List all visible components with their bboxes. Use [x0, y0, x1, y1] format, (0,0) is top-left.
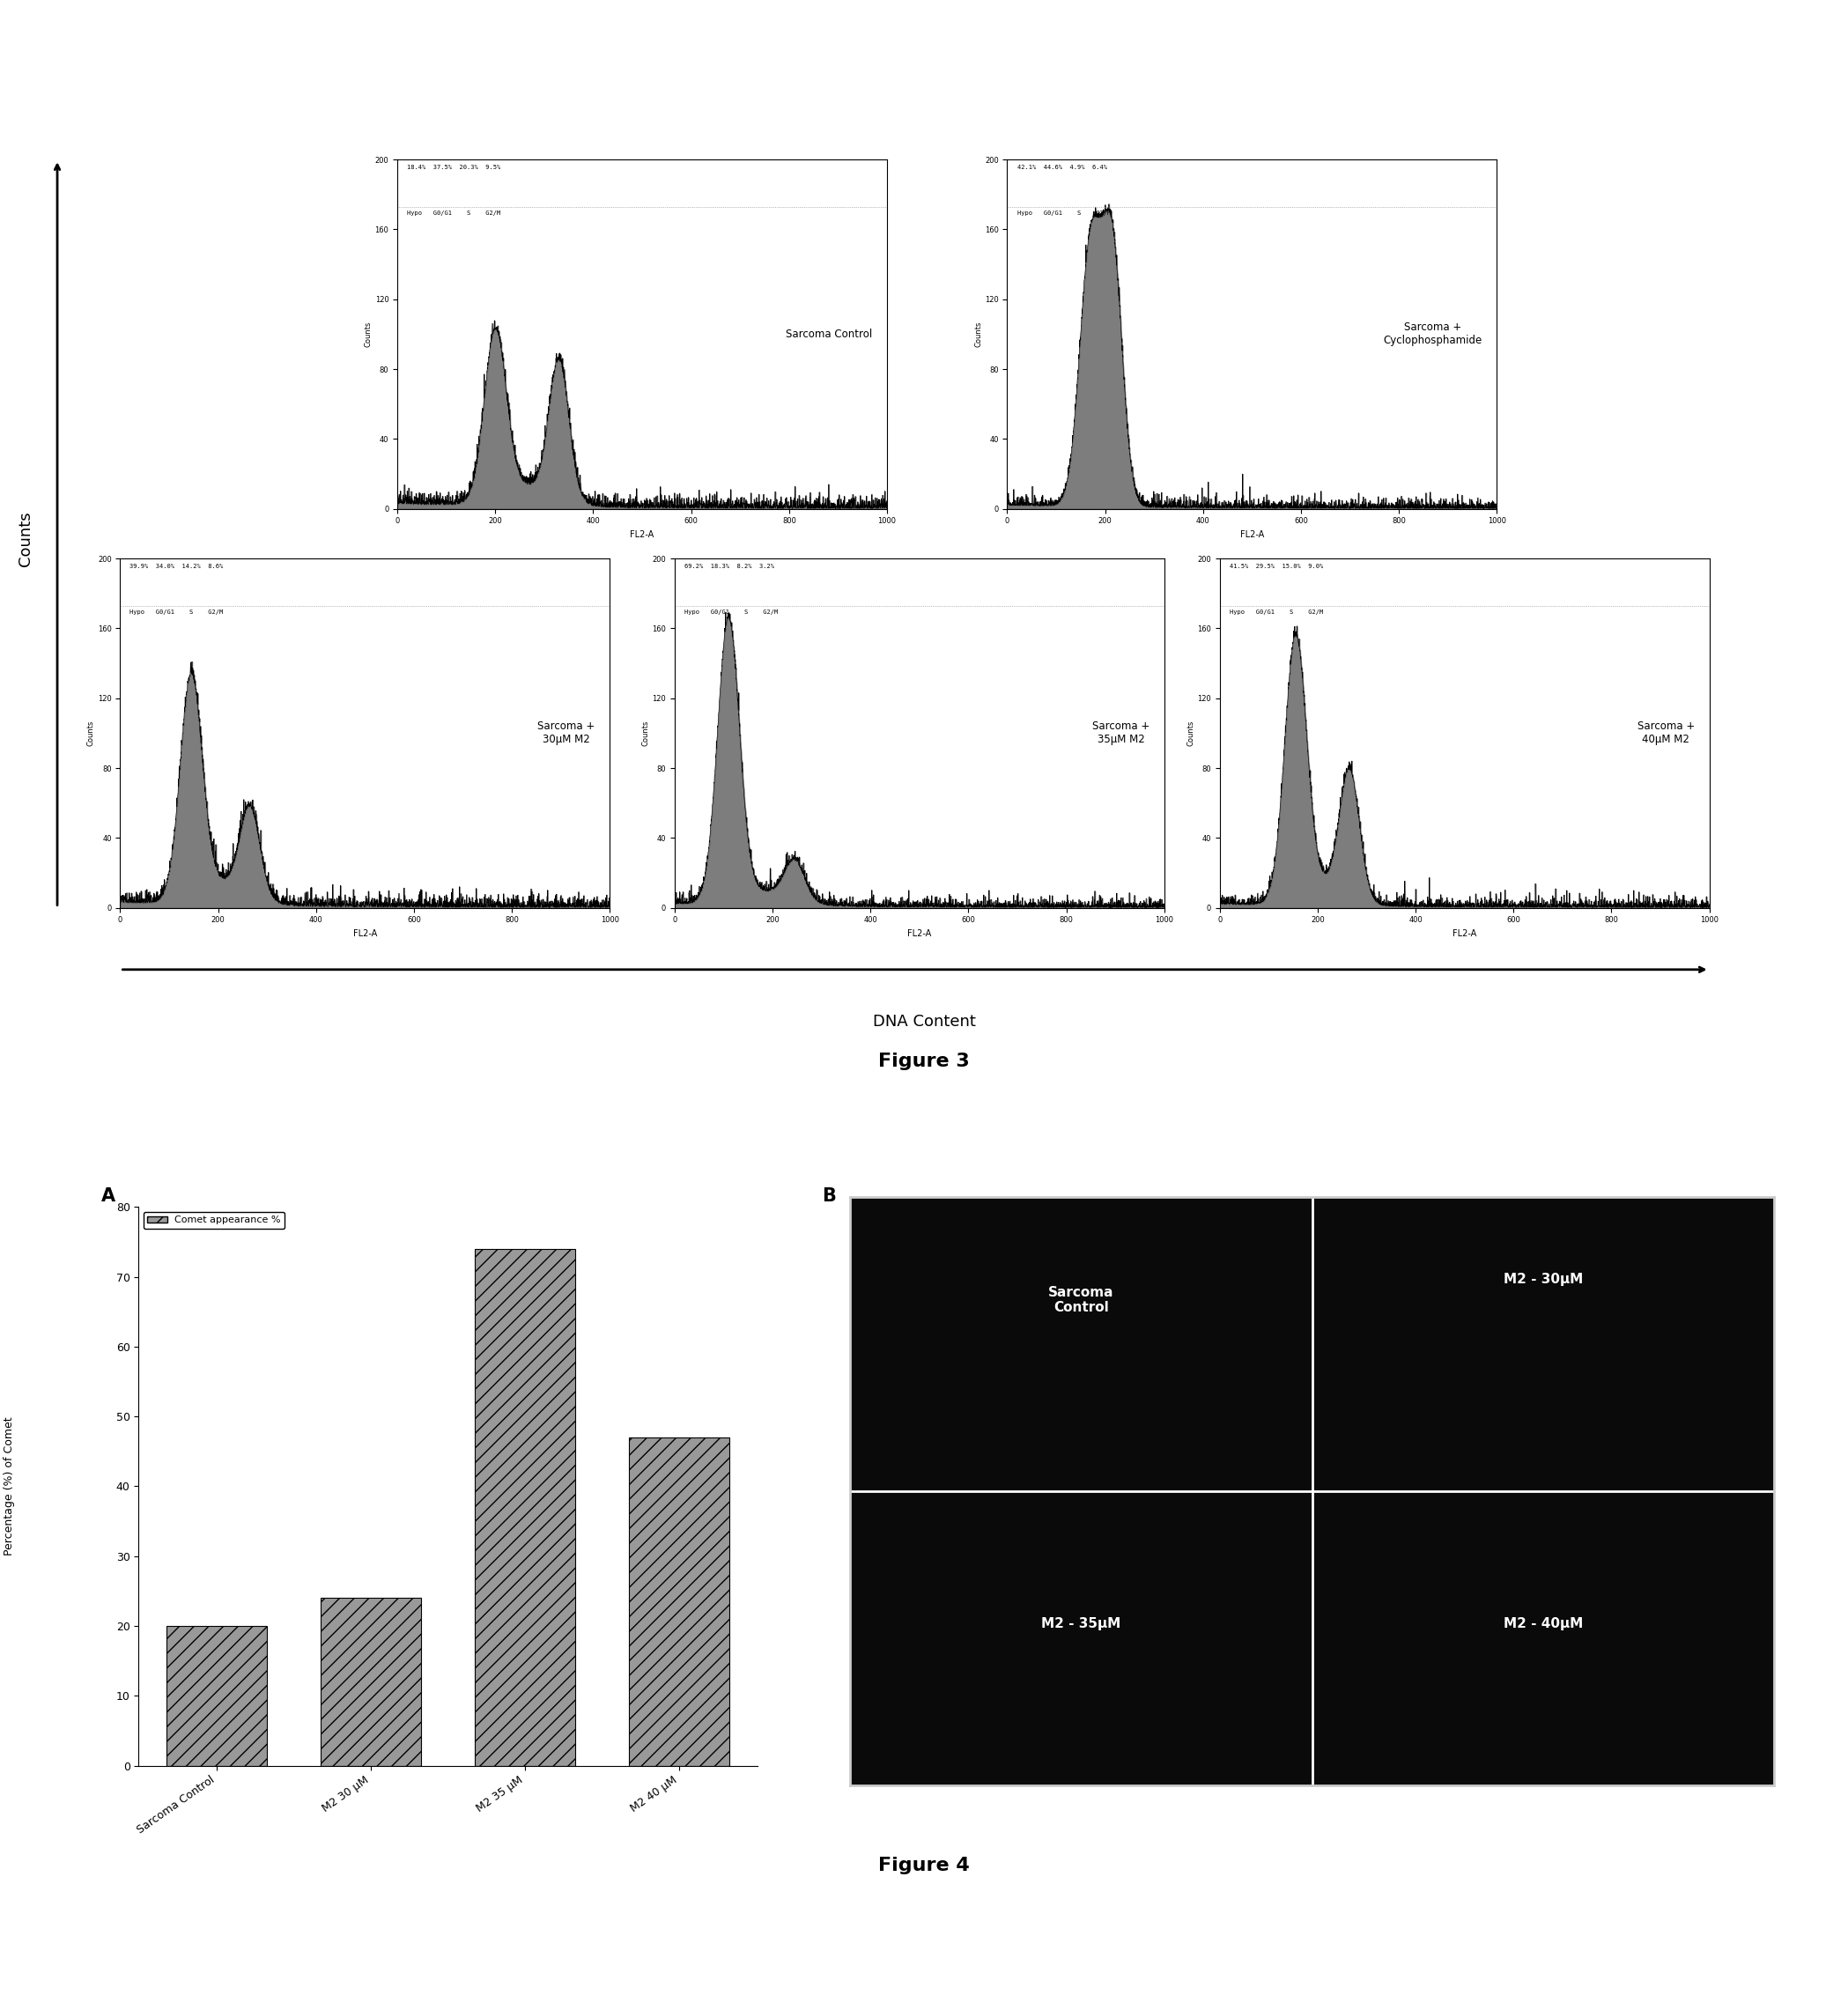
Y-axis label: Counts: Counts	[87, 720, 94, 746]
Text: 42.1%  44.6%  4.9%  6.4%: 42.1% 44.6% 4.9% 6.4%	[1016, 166, 1107, 170]
Y-axis label: Counts: Counts	[641, 720, 649, 746]
Text: Sarcoma Control: Sarcoma Control	[785, 329, 872, 339]
Text: Sarcoma
Control: Sarcoma Control	[1048, 1285, 1114, 1315]
Text: Figure 4: Figure 4	[878, 1857, 970, 1873]
Bar	[322, 1598, 421, 1766]
Text: Sarcoma +
Cyclophosphamide: Sarcoma + Cyclophosphamide	[1384, 321, 1482, 347]
Bar	[475, 1249, 575, 1766]
Text: Figure 3: Figure 3	[878, 1053, 970, 1069]
Text: Sarcoma +
30μM M2: Sarcoma + 30μM M2	[538, 720, 595, 746]
Text: B: B	[822, 1187, 837, 1205]
Text: Sarcoma +
35μM M2: Sarcoma + 35μM M2	[1092, 720, 1149, 746]
Text: M2 - 40μM: M2 - 40μM	[1502, 1618, 1584, 1630]
X-axis label: FL2-A: FL2-A	[353, 930, 377, 938]
Bar	[166, 1626, 266, 1766]
Text: 39.9%  34.0%  14.2%  8.6%: 39.9% 34.0% 14.2% 8.6%	[129, 565, 224, 569]
Y-axis label: Counts: Counts	[974, 321, 981, 347]
Text: Hypo   G0/G1    S    G2/M: Hypo G0/G1 S G2/M	[684, 608, 778, 614]
Legend: Comet appearance %: Comet appearance %	[144, 1211, 285, 1229]
Text: Hypo   G0/G1    S    G2/M: Hypo G0/G1 S G2/M	[129, 608, 224, 614]
Text: Counts: Counts	[18, 511, 33, 567]
Text: M2 - 30μM: M2 - 30μM	[1502, 1273, 1584, 1287]
Text: Sarcoma +
40μM M2: Sarcoma + 40μM M2	[1637, 720, 1695, 746]
Bar	[630, 1436, 730, 1766]
Text: Hypo   G0/G1    S    G2/M: Hypo G0/G1 S G2/M	[1229, 608, 1323, 614]
X-axis label: FL2-A: FL2-A	[907, 930, 931, 938]
Text: 41.5%  29.5%  15.0%  9.0%: 41.5% 29.5% 15.0% 9.0%	[1229, 565, 1323, 569]
Text: M2 - 35μM: M2 - 35μM	[1040, 1618, 1122, 1630]
Text: A: A	[102, 1187, 116, 1205]
Text: Hypo   G0/G1    S    G2/M: Hypo G0/G1 S G2/M	[1016, 209, 1111, 215]
Y-axis label: Percentage (%) of Comet: Percentage (%) of Comet	[4, 1416, 15, 1556]
X-axis label: FL2-A: FL2-A	[1453, 930, 1477, 938]
Y-axis label: Counts: Counts	[364, 321, 371, 347]
X-axis label: FL2-A: FL2-A	[630, 531, 654, 539]
Text: 69.2%  18.3%  8.2%  3.2%: 69.2% 18.3% 8.2% 3.2%	[684, 565, 774, 569]
Y-axis label: Counts: Counts	[1186, 720, 1194, 746]
X-axis label: FL2-A: FL2-A	[1240, 531, 1264, 539]
Text: 18.4%  37.5%  20.3%  9.5%: 18.4% 37.5% 20.3% 9.5%	[407, 166, 501, 170]
Text: Hypo   G0/G1    S    G2/M: Hypo G0/G1 S G2/M	[407, 209, 501, 215]
Text: DNA Content: DNA Content	[872, 1013, 976, 1029]
